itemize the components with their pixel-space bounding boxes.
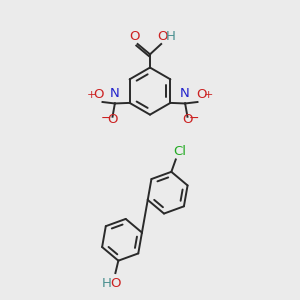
Text: −: − <box>101 112 111 125</box>
Text: O: O <box>158 29 168 43</box>
Text: O: O <box>197 88 207 100</box>
Text: O: O <box>107 113 118 126</box>
Text: O: O <box>111 277 121 290</box>
Text: N: N <box>110 87 120 100</box>
Text: O: O <box>93 88 103 100</box>
Text: +: + <box>204 90 213 100</box>
Text: +: + <box>87 90 96 100</box>
Text: N: N <box>180 87 190 100</box>
Text: Cl: Cl <box>173 145 186 158</box>
Text: O: O <box>129 29 139 43</box>
Text: −: − <box>189 112 199 125</box>
Text: H: H <box>102 277 112 290</box>
Text: O: O <box>182 113 193 126</box>
Text: H: H <box>166 29 176 43</box>
